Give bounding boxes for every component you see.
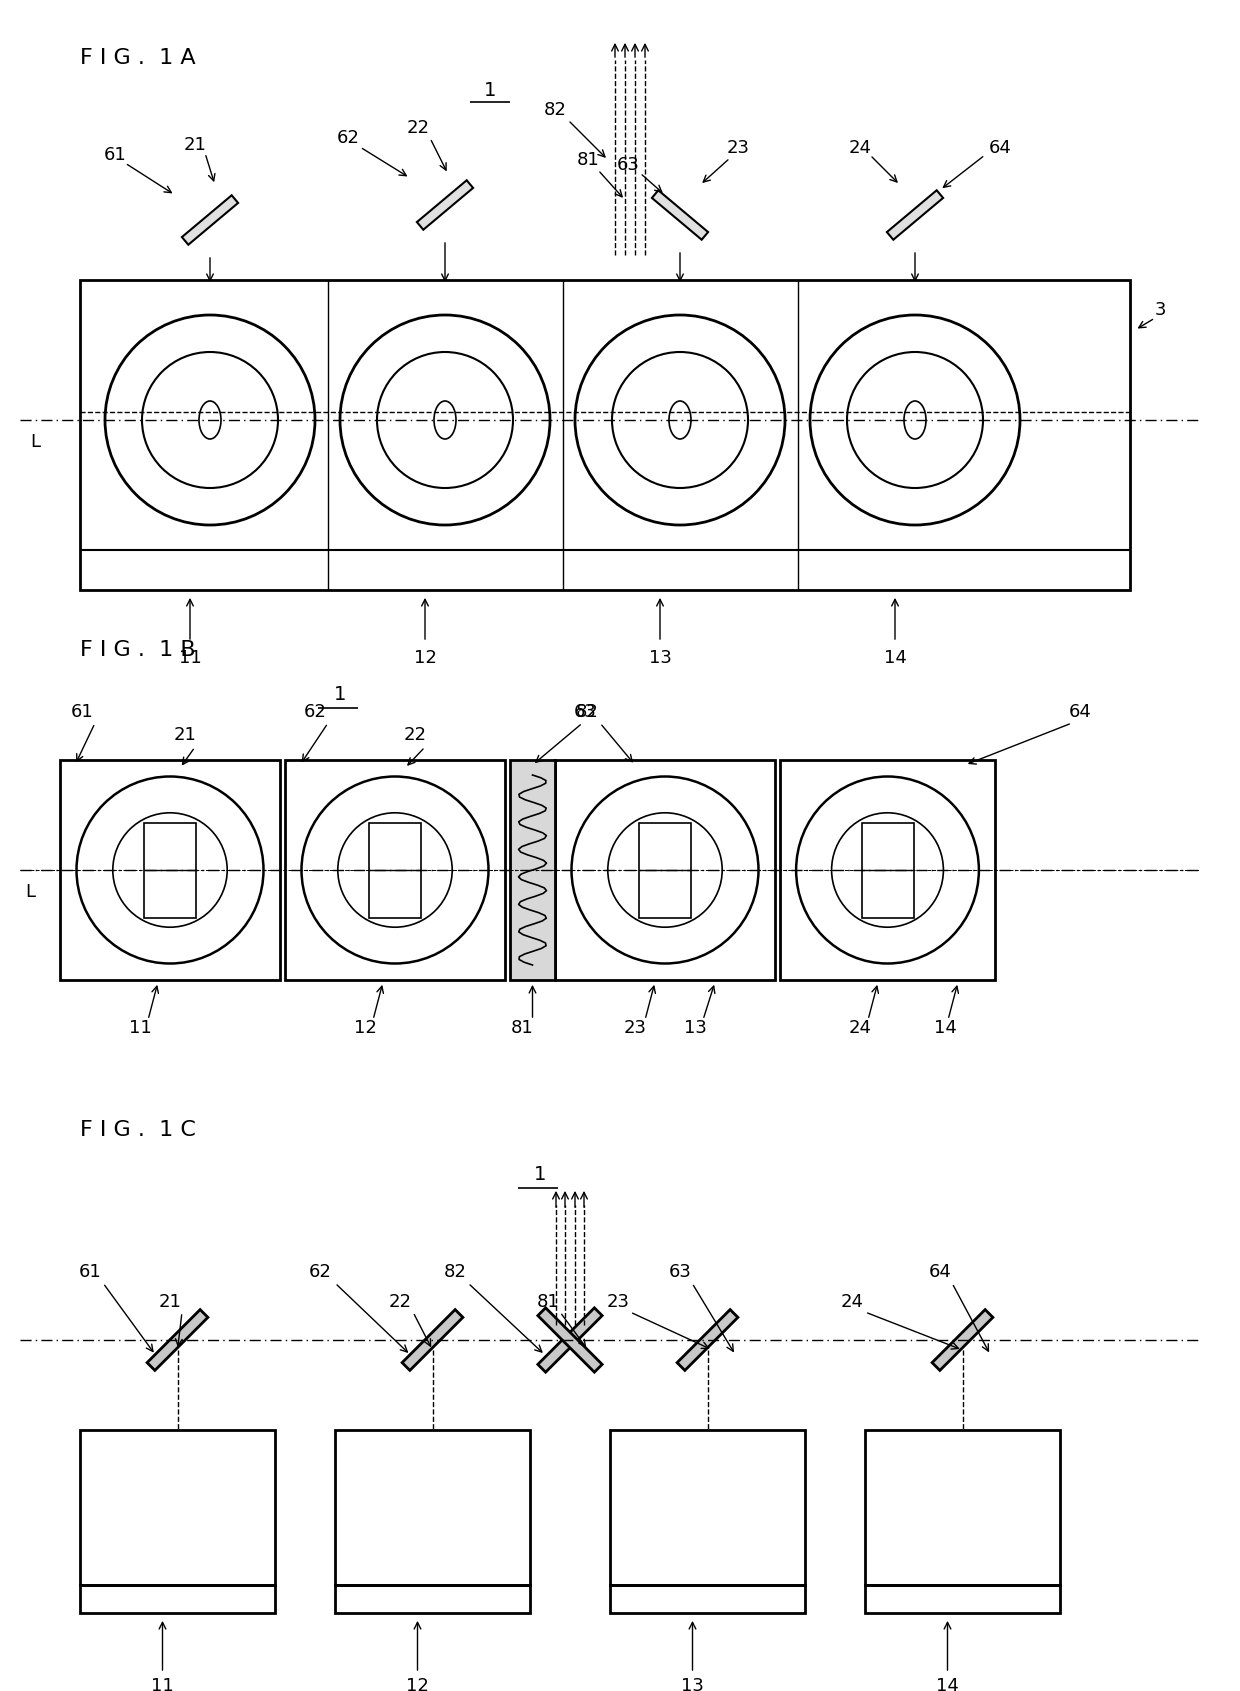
Polygon shape: [148, 1309, 208, 1370]
Text: 63: 63: [574, 703, 596, 720]
Bar: [81, 1431, 275, 1584]
Bar: [639, 822, 691, 918]
Text: 63: 63: [668, 1263, 692, 1282]
Bar: [780, 759, 994, 981]
Text: 14: 14: [884, 649, 906, 666]
Text: 64: 64: [988, 139, 1012, 157]
Text: L: L: [25, 883, 35, 901]
Text: F I G .  1 C: F I G . 1 C: [81, 1119, 196, 1140]
Text: 64: 64: [929, 1263, 951, 1282]
Polygon shape: [652, 191, 708, 240]
Bar: [510, 759, 556, 981]
Text: 11: 11: [151, 1677, 174, 1691]
Bar: [866, 1584, 1060, 1613]
Text: 3: 3: [1154, 301, 1166, 320]
Text: 13: 13: [683, 1020, 707, 1037]
Text: 1: 1: [484, 81, 496, 100]
Text: 12: 12: [414, 649, 436, 666]
Bar: [370, 822, 422, 918]
Polygon shape: [538, 1307, 603, 1371]
Text: 64: 64: [1069, 703, 1091, 720]
Text: 13: 13: [681, 1677, 704, 1691]
Polygon shape: [182, 194, 238, 245]
Text: 24: 24: [841, 1294, 863, 1311]
Text: F I G .  1 A: F I G . 1 A: [81, 47, 196, 68]
Bar: [610, 1584, 805, 1613]
Bar: [862, 822, 914, 918]
Text: 81: 81: [511, 1020, 534, 1037]
Text: 11: 11: [179, 649, 201, 666]
Text: 23: 23: [727, 139, 749, 157]
Text: 61: 61: [104, 145, 126, 164]
Bar: [335, 1431, 529, 1584]
Text: 62: 62: [304, 703, 326, 720]
Bar: [81, 281, 1130, 590]
Text: 23: 23: [624, 1020, 646, 1037]
Text: 14: 14: [936, 1677, 959, 1691]
Text: 21: 21: [159, 1294, 181, 1311]
Text: 81: 81: [577, 150, 599, 169]
Bar: [285, 759, 505, 981]
Text: 22: 22: [403, 725, 427, 744]
Text: 63: 63: [616, 156, 640, 174]
Text: F I G .  1 B: F I G . 1 B: [81, 639, 196, 659]
Text: 12: 12: [405, 1677, 429, 1691]
Bar: [610, 1431, 805, 1584]
Bar: [144, 822, 196, 918]
Bar: [335, 1584, 529, 1613]
Text: 82: 82: [444, 1263, 466, 1282]
Text: 62: 62: [336, 129, 360, 147]
Polygon shape: [402, 1309, 463, 1370]
Text: 22: 22: [388, 1294, 412, 1311]
Bar: [81, 1584, 275, 1613]
Text: 82: 82: [543, 101, 567, 118]
Text: 22: 22: [407, 118, 429, 137]
Bar: [60, 759, 280, 981]
Text: 1: 1: [533, 1165, 546, 1184]
Text: 61: 61: [71, 703, 93, 720]
Text: 82: 82: [577, 703, 599, 720]
Text: 11: 11: [129, 1020, 151, 1037]
Text: 81: 81: [537, 1294, 559, 1311]
Bar: [556, 759, 775, 981]
Text: L: L: [30, 433, 40, 451]
Polygon shape: [677, 1309, 738, 1370]
Text: 23: 23: [606, 1294, 630, 1311]
Text: 14: 14: [934, 1020, 956, 1037]
Polygon shape: [887, 191, 944, 240]
Text: 21: 21: [184, 135, 206, 154]
Polygon shape: [417, 181, 474, 230]
Text: 12: 12: [353, 1020, 377, 1037]
Bar: [866, 1431, 1060, 1584]
Text: 24: 24: [848, 1020, 872, 1037]
Text: 13: 13: [649, 649, 671, 666]
Text: 62: 62: [309, 1263, 331, 1282]
Text: 24: 24: [848, 139, 872, 157]
Text: 1: 1: [334, 685, 346, 705]
Text: 21: 21: [174, 725, 196, 744]
Text: 61: 61: [78, 1263, 102, 1282]
Polygon shape: [932, 1309, 993, 1370]
Polygon shape: [538, 1307, 603, 1371]
